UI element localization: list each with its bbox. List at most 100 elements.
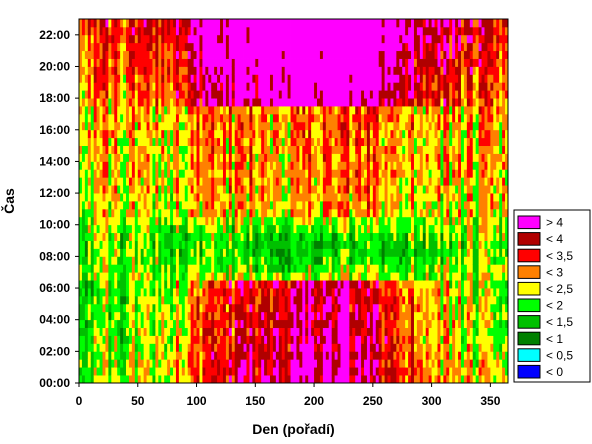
- heatmap-cell: [246, 161, 250, 170]
- heatmap-cell: [322, 248, 327, 257]
- heatmap-cell: [90, 327, 95, 336]
- heatmap-cell: [158, 177, 162, 186]
- heatmap-cell: [346, 19, 350, 28]
- heatmap-cell: [128, 343, 133, 352]
- heatmap-cell: [152, 319, 156, 329]
- heatmap-cell: [387, 113, 391, 123]
- heatmap-cell: [302, 303, 306, 313]
- heatmap-cell: [366, 232, 371, 241]
- heatmap-cell: [346, 280, 350, 289]
- heatmap-cell: [331, 66, 336, 75]
- heatmap-cell: [187, 208, 192, 218]
- heatmap-cell: [269, 303, 274, 313]
- heatmap-cell: [337, 82, 341, 91]
- heatmap-cell: [281, 280, 286, 289]
- heatmap-cell: [167, 26, 171, 36]
- heatmap-cell: [334, 232, 338, 241]
- heatmap-cell: [355, 121, 359, 131]
- heatmap-cell: [117, 319, 121, 329]
- heatmap-cell: [231, 19, 236, 28]
- heatmap-cell: [99, 280, 103, 289]
- heatmap-cell: [319, 295, 324, 305]
- heatmap-cell: [314, 375, 318, 384]
- heatmap-cell: [164, 224, 168, 234]
- heatmap-cell: [314, 264, 318, 273]
- heatmap-cell: [243, 256, 247, 265]
- heatmap-cell: [199, 121, 203, 131]
- heatmap-cell: [211, 264, 215, 273]
- heatmap-cell: [111, 216, 115, 226]
- heatmap-cell: [164, 169, 168, 178]
- heatmap-cell: [120, 327, 124, 336]
- heatmap-cell: [331, 129, 336, 139]
- heatmap-cell: [99, 74, 103, 83]
- heatmap-cell: [81, 335, 86, 344]
- heatmap-cell: [375, 280, 380, 289]
- heatmap-cell: [252, 106, 256, 115]
- heatmap-cell: [158, 224, 162, 234]
- heatmap-cell: [220, 26, 224, 36]
- heatmap-cell: [79, 137, 83, 147]
- heatmap-cell: [258, 264, 262, 273]
- heatmap-cell: [337, 90, 341, 99]
- heatmap-cell: [378, 216, 383, 226]
- heatmap-cell: [114, 66, 118, 75]
- heatmap-cell: [308, 98, 312, 107]
- heatmap-cell: [87, 145, 92, 154]
- heatmap-cell: [269, 153, 274, 162]
- heatmap-cell: [208, 145, 212, 154]
- heatmap-cell: [355, 50, 359, 59]
- heatmap-cell: [105, 319, 109, 329]
- heatmap-cell: [225, 272, 230, 281]
- heatmap-cell: [287, 26, 291, 36]
- heatmap-cell: [208, 161, 212, 170]
- heatmap-cell: [205, 177, 209, 186]
- heatmap-cell: [111, 169, 115, 178]
- heatmap-cell: [308, 201, 312, 210]
- heatmap-cell: [214, 129, 218, 139]
- heatmap-cell: [99, 121, 103, 131]
- heatmap-cell: [322, 129, 327, 139]
- heatmap-cell: [355, 66, 359, 75]
- heatmap-cell: [193, 240, 197, 249]
- heatmap-cell: [105, 137, 109, 147]
- heatmap-cell: [302, 216, 306, 226]
- heatmap-cell: [123, 129, 127, 139]
- heatmap-cell: [131, 82, 136, 91]
- heatmap-cell: [246, 288, 250, 297]
- heatmap-cell: [343, 232, 347, 241]
- heatmap-cell: [96, 280, 100, 289]
- heatmap-cell: [187, 248, 192, 257]
- heatmap-cell: [255, 319, 259, 329]
- heatmap-cell: [334, 50, 338, 59]
- heatmap-cell: [155, 295, 159, 305]
- heatmap-cell: [79, 216, 83, 226]
- heatmap-cell: [369, 351, 374, 360]
- heatmap-cell: [214, 343, 218, 352]
- heatmap-cell: [352, 42, 356, 52]
- heatmap-cell: [267, 201, 271, 210]
- heatmap-cell: [96, 359, 100, 368]
- heatmap-cell: [161, 288, 165, 297]
- heatmap-cell: [381, 169, 385, 178]
- heatmap-cell: [243, 359, 247, 368]
- heatmap-cell: [346, 216, 350, 226]
- heatmap-cell: [302, 288, 306, 297]
- heatmap-cell: [387, 280, 391, 289]
- heatmap-cell: [137, 248, 142, 257]
- heatmap-cell: [243, 153, 247, 162]
- heatmap-cell: [343, 113, 347, 123]
- heatmap-cell: [134, 248, 139, 257]
- heatmap-cell: [90, 280, 95, 289]
- heatmap-cell: [390, 153, 394, 162]
- heatmap-cell: [108, 74, 112, 83]
- heatmap-cell: [393, 335, 397, 344]
- heatmap-cell: [146, 216, 150, 226]
- heatmap-cell: [228, 34, 233, 44]
- heatmap-cell: [340, 26, 344, 36]
- heatmap-cell: [378, 137, 383, 147]
- heatmap-cell: [308, 113, 312, 123]
- heatmap-cell: [231, 113, 236, 123]
- heatmap-cell: [134, 280, 139, 289]
- heatmap-cell: [296, 224, 300, 234]
